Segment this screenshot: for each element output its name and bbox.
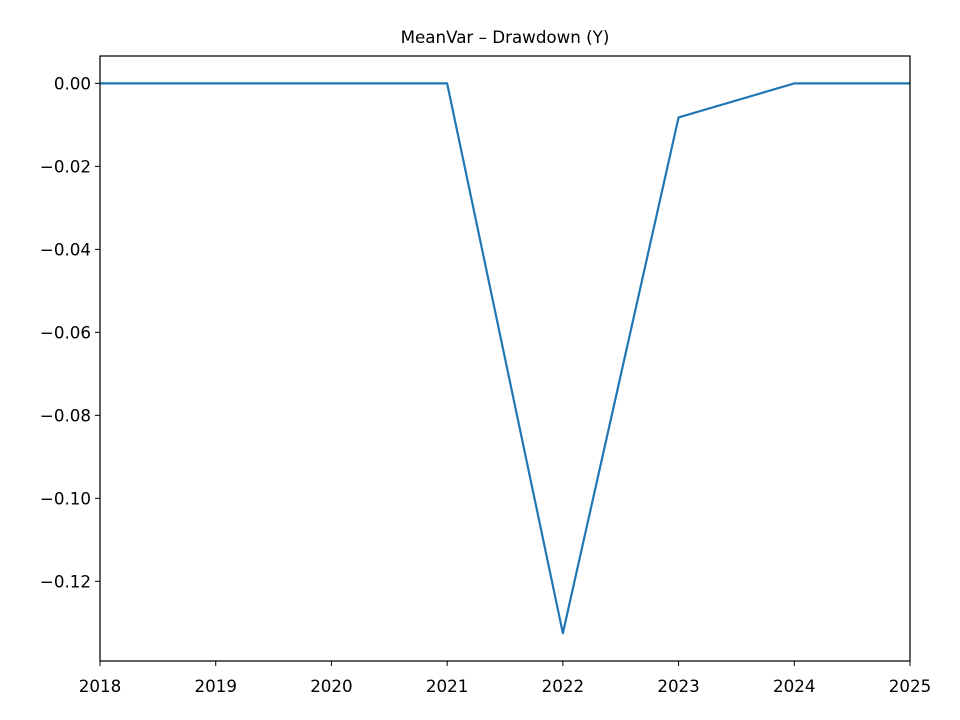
x-tick-label: 2018 <box>79 676 121 696</box>
x-axis-ticks: 2018 2019 2020 2021 2022 2023 2024 2025 <box>79 661 931 696</box>
series-layer <box>99 82 911 635</box>
x-tick-label: 2019 <box>194 676 236 696</box>
y-tick-label: 0.00 <box>54 73 91 93</box>
y-tick-label: −0.02 <box>40 156 91 176</box>
x-tick-label: 2022 <box>542 676 584 696</box>
y-tick-label: −0.06 <box>40 322 91 342</box>
y-tick-label: −0.08 <box>40 405 91 425</box>
x-tick-label: 2025 <box>889 676 931 696</box>
plot-area-frame <box>99 55 911 662</box>
x-tick-label: 2023 <box>657 676 699 696</box>
x-tick-label: 2020 <box>310 676 352 696</box>
y-tick-label: −0.04 <box>40 239 91 259</box>
y-axis-ticks: 0.00 −0.02 −0.04 −0.06 −0.08 −0.10 −0.12 <box>40 73 100 591</box>
x-tick-label: 2021 <box>426 676 468 696</box>
y-tick-label: −0.12 <box>40 571 91 591</box>
series-line-drawdown <box>100 82 910 635</box>
y-tick-label: −0.10 <box>40 488 91 508</box>
x-tick-label: 2024 <box>773 676 815 696</box>
chart-title: MeanVar – Drawdown (Y) <box>401 27 610 47</box>
